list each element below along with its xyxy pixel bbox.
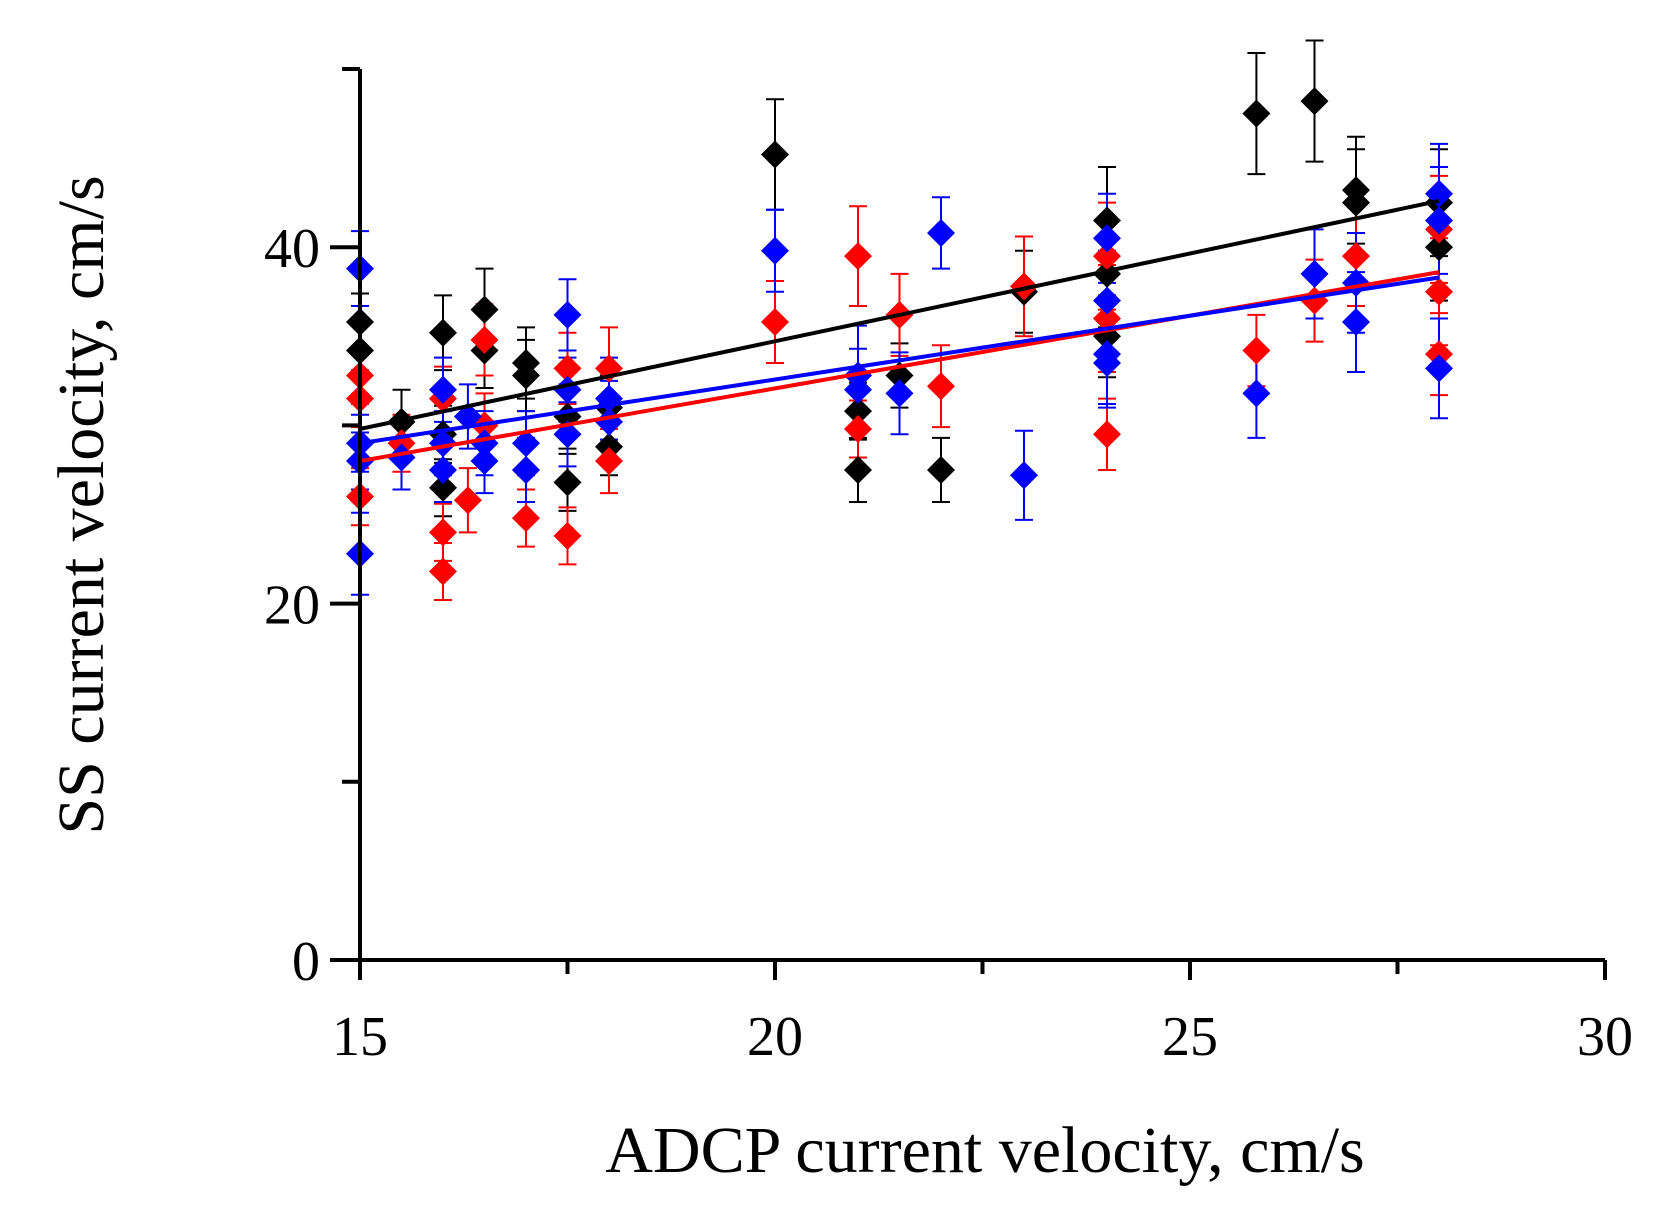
data-point xyxy=(553,354,582,383)
data-point xyxy=(553,375,582,404)
x-tick-label: 20 xyxy=(747,1006,803,1068)
y-axis-title: SS current velocity, cm/s xyxy=(45,175,118,834)
data-point xyxy=(470,447,499,476)
x-tick-label: 30 xyxy=(1577,1006,1633,1068)
data-point xyxy=(1425,206,1453,235)
axes: 15 20 25 30 0 20 40 xyxy=(264,67,1633,1068)
data-point xyxy=(1242,379,1271,408)
data-point xyxy=(927,372,955,401)
data-point xyxy=(1342,188,1370,217)
data-point xyxy=(1342,242,1370,271)
data-point xyxy=(595,432,623,461)
data-point xyxy=(1300,87,1329,116)
data-point xyxy=(1093,420,1121,449)
data-point xyxy=(553,300,582,329)
data-point xyxy=(470,325,499,354)
data-point xyxy=(595,447,623,476)
data-point xyxy=(1300,259,1329,288)
data-point xyxy=(844,414,872,443)
data-point xyxy=(429,429,457,458)
data-point xyxy=(844,375,872,404)
data-point xyxy=(761,236,789,265)
data-point xyxy=(512,361,540,390)
fit-line xyxy=(359,198,1440,431)
data-point xyxy=(512,455,540,484)
data-point xyxy=(844,455,872,484)
data-point xyxy=(1093,224,1121,253)
fit-lines xyxy=(359,198,1440,464)
y-tick-label: 0 xyxy=(292,931,320,993)
data-point xyxy=(429,318,457,347)
data-point xyxy=(761,140,789,169)
data-point xyxy=(429,375,457,404)
fit-line xyxy=(359,275,1440,446)
data-point xyxy=(470,295,499,324)
x-tick-label: 25 xyxy=(1162,1006,1218,1068)
data-point xyxy=(761,308,789,337)
data-point xyxy=(1242,336,1271,365)
data-point xyxy=(429,557,457,586)
data-point xyxy=(512,504,540,533)
data-point xyxy=(1010,461,1038,490)
data-point xyxy=(1093,349,1121,378)
data-point xyxy=(1093,259,1121,288)
data-point xyxy=(927,455,955,484)
data-point xyxy=(429,455,457,484)
data-point xyxy=(1093,206,1121,235)
y-tick-label: 20 xyxy=(264,575,320,637)
data-point xyxy=(844,242,872,271)
data-point xyxy=(553,468,582,497)
data-point xyxy=(387,443,416,472)
data-point xyxy=(1010,272,1038,301)
x-tick-label: 15 xyxy=(332,1006,388,1068)
data-point xyxy=(1242,99,1271,128)
data-point xyxy=(1425,277,1453,306)
data-point xyxy=(1425,233,1453,262)
data-point xyxy=(844,397,872,426)
x-axis-title: ADCP current velocity, cm/s xyxy=(605,1114,1364,1187)
data-point xyxy=(429,473,457,502)
data-point xyxy=(453,486,482,515)
data-point xyxy=(885,379,914,408)
data-point xyxy=(553,521,582,550)
data-point xyxy=(1425,340,1453,369)
y-tick-label: 40 xyxy=(264,218,320,280)
data-point xyxy=(1425,354,1453,383)
data-point xyxy=(595,407,623,436)
data-point xyxy=(429,518,457,547)
data-point xyxy=(512,429,540,458)
data-point xyxy=(1093,242,1121,271)
data-point xyxy=(927,218,955,247)
data-point xyxy=(1093,286,1121,315)
data-point xyxy=(1342,308,1370,337)
